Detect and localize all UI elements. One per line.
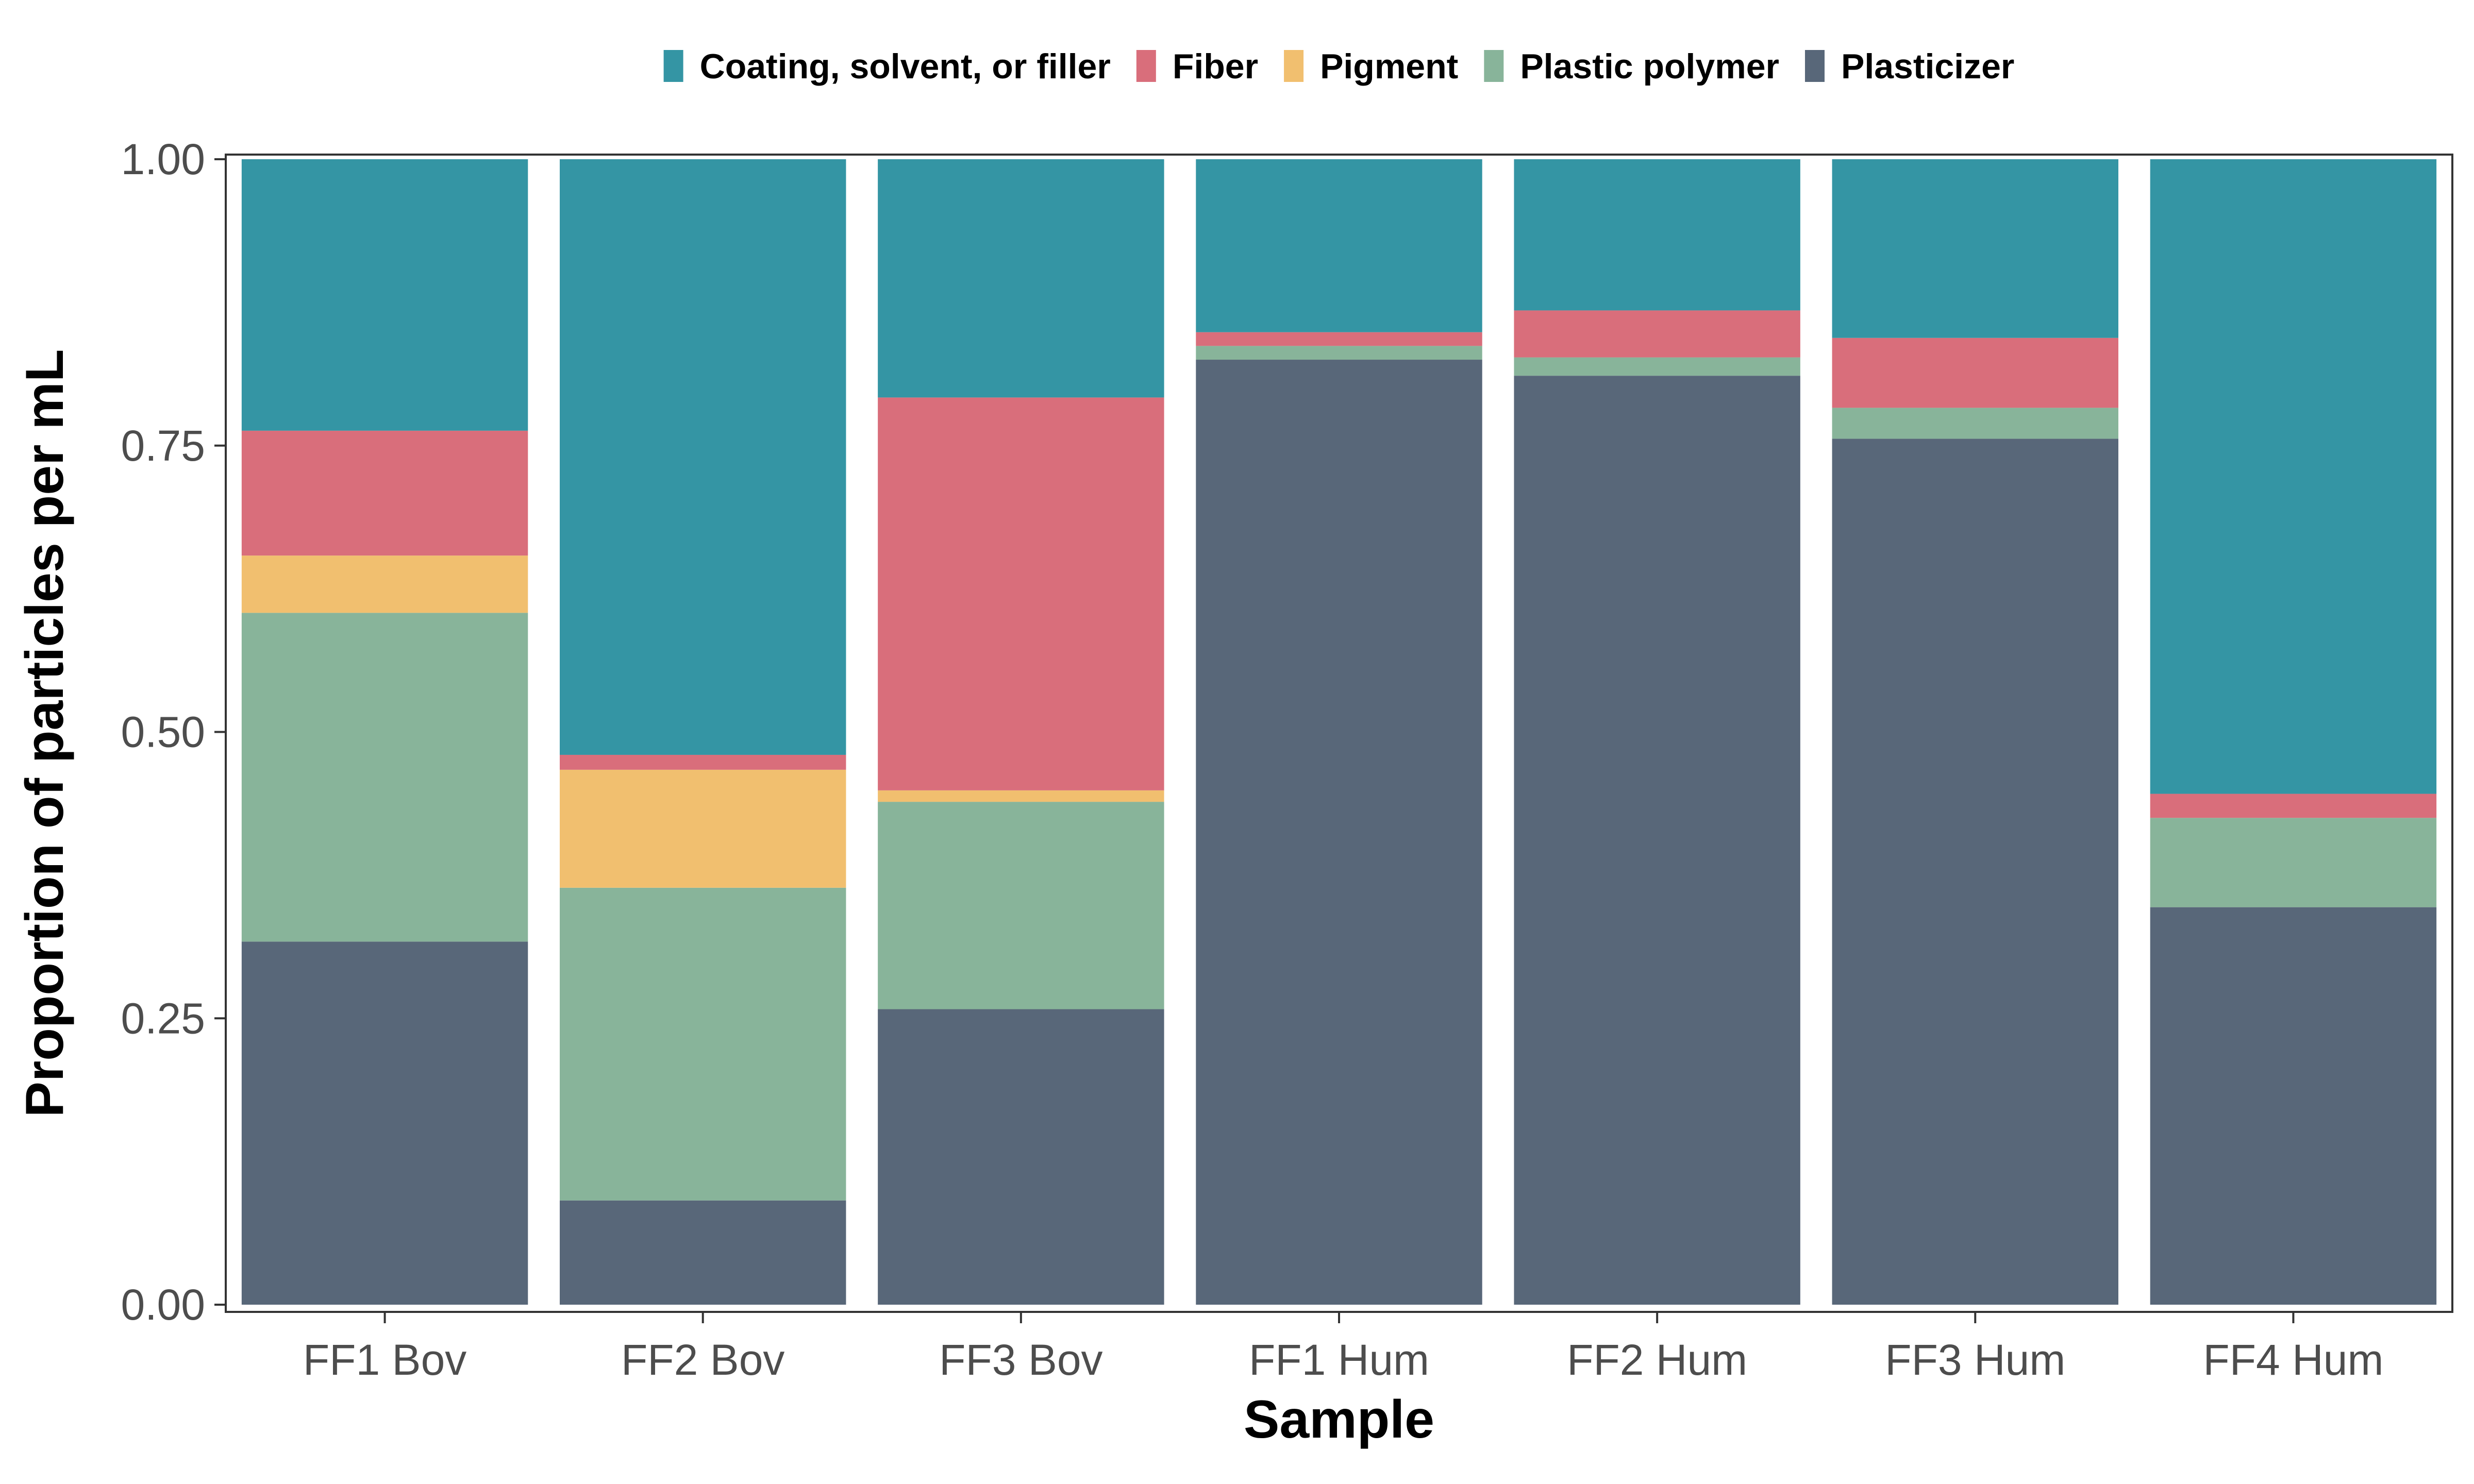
y-axis-title: Proportion of particles per mL [15, 349, 75, 1118]
bar-segment-ff2-bov-fiber [560, 754, 846, 770]
bar-segment-ff1-hum-plasticizer [1196, 360, 1482, 1305]
bar-segment-ff2-hum-coating-solvent-or-filler [1514, 159, 1800, 311]
bar-segment-ff1-bov-plasticizer [241, 941, 528, 1305]
bar-segment-ff3-hum-coating-solvent-or-filler [1832, 159, 2118, 338]
y-tick-label: 0.25 [121, 994, 206, 1042]
bar-segment-ff2-bov-coating-solvent-or-filler [560, 159, 846, 755]
legend: Coating, solvent, or filler Fiber Pigment P… [663, 47, 2014, 86]
bars [241, 159, 2437, 1305]
y-tick-label: 0.50 [121, 708, 206, 756]
y-tick-label: 1.00 [121, 135, 206, 183]
bar-segment-ff4-hum-fiber [2150, 794, 2437, 818]
bar-segment-ff3-hum-plasticizer [1832, 439, 2118, 1305]
legend-label: Plasticizer [1841, 47, 2014, 86]
x-tick-label: FF2 Bov [621, 1336, 784, 1384]
bar-segment-ff2-hum-plasticizer [1514, 376, 1800, 1305]
bar-segment-ff3-bov-fiber [878, 397, 1164, 790]
x-tick-label: FF4 Hum [2203, 1336, 2383, 1384]
legend-label: Pigment [1320, 47, 1458, 86]
y-tick-label: 0.00 [121, 1280, 206, 1329]
legend-label: Plastic polymer [1520, 47, 1779, 86]
legend-key [1284, 50, 1304, 82]
bar-segment-ff3-bov-plastic-polymer [878, 802, 1164, 1009]
bar-segment-ff4-hum-plasticizer [2150, 907, 2437, 1305]
y-tick-label: 0.75 [121, 421, 206, 470]
x-tick-label: FF3 Bov [939, 1336, 1102, 1384]
bar-segment-ff2-hum-plastic-polymer [1514, 357, 1800, 376]
bar-segment-ff3-hum-plastic-polymer [1832, 408, 2118, 439]
legend-key [1804, 50, 1825, 82]
x-tick-label: FF1 Hum [1249, 1336, 1429, 1384]
bar-segment-ff1-hum-plastic-polymer [1196, 346, 1482, 360]
bar-segment-ff3-bov-plasticizer [878, 1009, 1164, 1305]
legend-label: Coating, solvent, or filler [700, 47, 1111, 86]
bar-segment-ff1-bov-coating-solvent-or-filler [241, 159, 528, 431]
bar-segment-ff3-bov-coating-solvent-or-filler [878, 159, 1164, 398]
bar-segment-ff4-hum-coating-solvent-or-filler [2150, 159, 2437, 794]
bar-segment-ff3-bov-pigment [878, 790, 1164, 802]
bar-segment-ff1-bov-fiber [241, 430, 528, 556]
legend-key [1136, 50, 1156, 82]
bar-segment-ff2-bov-pigment [560, 769, 846, 888]
bar-segment-ff1-hum-fiber [1196, 332, 1482, 346]
legend-label: Fiber [1173, 47, 1258, 86]
bar-segment-ff3-hum-fiber [1832, 338, 2118, 408]
x-axis: FF1 Bov FF2 Bov FF3 Bov FF1 Hum FF2 Hum FF3 H… [303, 1312, 2383, 1384]
bar-segment-ff4-hum-plastic-polymer [2150, 818, 2437, 907]
bar-segment-ff1-hum-coating-solvent-or-filler [1196, 159, 1482, 332]
bar-segment-ff1-bov-plastic-polymer [241, 613, 528, 942]
x-axis-title: Sample [1244, 1390, 1434, 1449]
x-tick-label: FF1 Bov [303, 1336, 466, 1384]
y-axis: 0.00 0.25 0.50 0.75 1.00 [121, 135, 226, 1329]
legend-key [663, 50, 683, 82]
x-tick-label: FF3 Hum [1885, 1336, 2065, 1384]
bar-segment-ff1-bov-pigment [241, 555, 528, 613]
legend-key [1484, 50, 1504, 82]
x-tick-label: FF2 Hum [1567, 1336, 1747, 1384]
bar-segment-ff2-bov-plasticizer [560, 1200, 846, 1305]
bar-segment-ff2-hum-fiber [1514, 310, 1800, 358]
bar-segment-ff2-bov-plastic-polymer [560, 887, 846, 1201]
